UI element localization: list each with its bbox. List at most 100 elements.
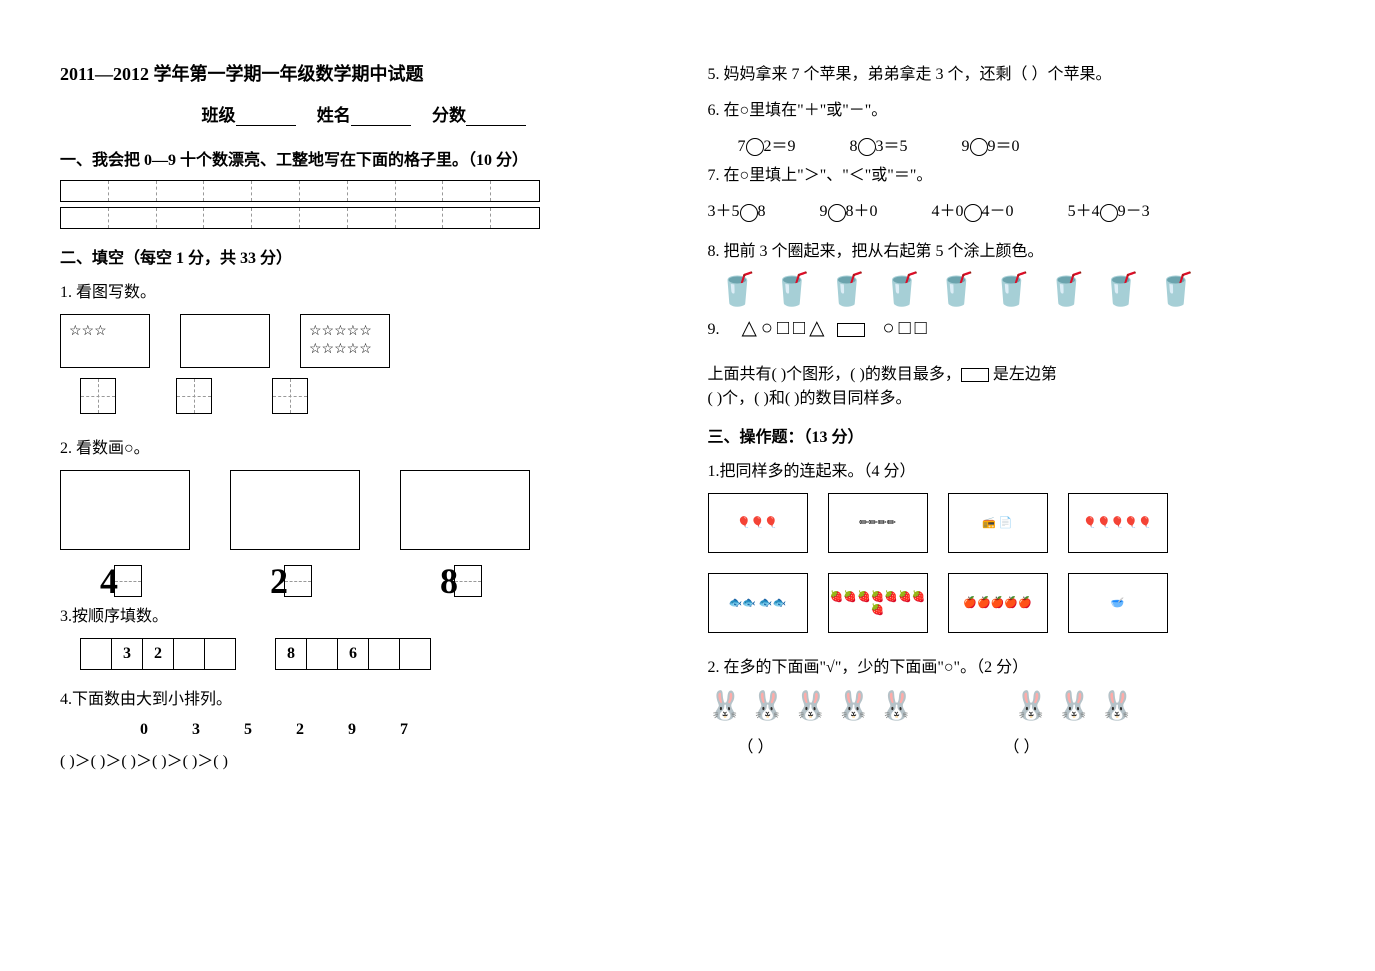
seq-cell: 3 (111, 638, 143, 670)
fill-circle[interactable] (746, 138, 764, 156)
writing-grid-top[interactable] (60, 180, 540, 202)
sort-answer[interactable]: ( )＞( )＞( )＞( )＞( )＞( ) (60, 747, 668, 771)
num-8: 8 (440, 560, 570, 602)
seq-cell[interactable] (399, 638, 431, 670)
star-box-1: ☆☆☆ (60, 314, 150, 368)
match-box[interactable]: 🐟🐟 🐟🐟 (708, 573, 808, 633)
star-box-2 (180, 314, 270, 368)
match-box[interactable]: 🍎🍎🍎🍎🍎 (948, 573, 1048, 633)
q4-label: 4.下面数由大到小排列。 (60, 685, 668, 709)
q5: 5. 妈妈拿来 7 个苹果，弟弟拿走 3 个，还剩（ ）个苹果。 (708, 60, 1316, 84)
cups-row[interactable]: 🥤 🥤 🥤 🥤 🥤 🥤 🥤 🥤 🥤 (718, 273, 1316, 305)
q2-label: 2. 看数画○。 (60, 434, 668, 458)
q9: 9. △○□□△ ○□□ (708, 315, 1316, 340)
match-box[interactable]: 🎈🎈🎈 (708, 493, 808, 553)
section1-title: 一、我会把 0—9 十个数漂亮、工整地写在下面的格子里。（10 分） (60, 146, 668, 170)
fill-circle[interactable] (828, 204, 846, 222)
seq-cell[interactable] (80, 638, 112, 670)
compare-row: 🐰 🐰 🐰 🐰 🐰 🐰 🐰 🐰 (708, 689, 1316, 723)
seq-cell[interactable] (368, 638, 400, 670)
cup-icon: 🥤 (718, 273, 758, 305)
seq-cell[interactable] (204, 638, 236, 670)
rabbit-icon: 🐰 (793, 689, 828, 723)
answer-cell-3[interactable] (272, 378, 308, 414)
star-boxes: ☆☆☆ ☆☆☆☆☆ ☆☆☆☆☆ (60, 314, 668, 368)
class-label: 班级 (202, 106, 236, 125)
shapes-group-2: ○□□ (883, 317, 931, 339)
seq-row-1: 3 2 8 6 (80, 638, 668, 670)
q7-equations: 3＋58 98＋0 4＋04－0 5＋49－3 (708, 197, 1316, 221)
rabbit-icon: 🐰 (708, 689, 743, 723)
sort-numbers: 0 3 5 2 9 7 (140, 721, 668, 739)
rabbit-icon: 🐰 (879, 689, 914, 723)
match-box[interactable]: 🎈🎈🎈🎈🎈 (1068, 493, 1168, 553)
fill-circle[interactable] (740, 204, 758, 222)
rectangle-icon (961, 368, 989, 382)
student-info: 班级 姓名 分数 (60, 101, 668, 126)
shapes-group-1: △○□□△ (742, 317, 829, 339)
rabbit-icon: 🐰 (1014, 689, 1049, 723)
rabbit-icon: 🐰 (836, 689, 871, 723)
rabbit-icon: 🐰 (1100, 689, 1135, 723)
q1-label: 1. 看图写数。 (60, 278, 668, 302)
name-blank[interactable] (351, 108, 411, 126)
q6-label: 6. 在○里填在"＋"或"－"。 (708, 96, 1316, 120)
match-row-top: 🎈🎈🎈 ✏✏✏✏ 📻 📄 🎈🎈🎈🎈🎈 (708, 493, 1316, 553)
seq-cell[interactable] (306, 638, 338, 670)
match-box[interactable]: 🍓🍓🍓🍓🍓🍓🍓🍓 (828, 573, 928, 633)
match-row-bottom: 🐟🐟 🐟🐟 🍓🍓🍓🍓🍓🍓🍓🍓 🍎🍎🍎🍎🍎 🥣 (708, 573, 1316, 633)
rabbit-group-1: 🐰 🐰 🐰 🐰 🐰 (708, 689, 914, 723)
cup-icon: 🥤 (772, 273, 812, 305)
name-label: 姓名 (317, 106, 351, 125)
match-box[interactable]: ✏✏✏✏ (828, 493, 928, 553)
cup-icon: 🥤 (1047, 273, 1087, 305)
match-box[interactable]: 📻 📄 (948, 493, 1048, 553)
q9-text2: ( )个，( )和( )的数目同样多。 (708, 384, 1316, 408)
draw-box-1[interactable] (60, 470, 190, 550)
paren-2[interactable]: （ ） (1004, 733, 1040, 757)
rabbit-group-2: 🐰 🐰 🐰 (1014, 689, 1135, 723)
seq-cell: 2 (142, 638, 174, 670)
num-4: 4 (100, 560, 230, 602)
section3-title: 三、操作题：（13 分） (708, 423, 1316, 447)
fill-circle[interactable] (970, 138, 988, 156)
number-labels: 4 2 8 (100, 560, 668, 602)
q3-label: 3.按顺序填数。 (60, 602, 668, 626)
match-box[interactable]: 🥣 (1068, 573, 1168, 633)
cup-icon: 🥤 (1101, 273, 1141, 305)
seq-cell: 8 (275, 638, 307, 670)
paren-1[interactable]: （ ） (738, 733, 774, 757)
s3q1-label: 1.把同样多的连起来。（4 分） (708, 457, 1316, 481)
answer-cell-1[interactable] (80, 378, 116, 414)
cup-icon: 🥤 (1156, 273, 1196, 305)
cup-icon: 🥤 (827, 273, 867, 305)
paren-row: （ ） （ ） (738, 733, 1316, 757)
seq-cell[interactable] (173, 638, 205, 670)
fill-circle[interactable] (1100, 204, 1118, 222)
score-blank[interactable] (466, 108, 526, 126)
draw-circle-boxes (60, 470, 668, 550)
draw-box-2[interactable] (230, 470, 360, 550)
rabbit-icon: 🐰 (1057, 689, 1092, 723)
class-blank[interactable] (236, 108, 296, 126)
fill-circle[interactable] (858, 138, 876, 156)
cup-icon: 🥤 (882, 273, 922, 305)
right-column: 5. 妈妈拿来 7 个苹果，弟弟拿走 3 个，还剩（ ）个苹果。 6. 在○里填… (688, 60, 1336, 911)
rectangle-icon (837, 323, 865, 337)
score-label: 分数 (432, 106, 466, 125)
draw-box-3[interactable] (400, 470, 530, 550)
answer-cells (80, 378, 668, 414)
seq-cell: 6 (337, 638, 369, 670)
q8-label: 8. 把前 3 个圈起来，把从右起第 5 个涂上颜色。 (708, 237, 1316, 261)
s3q2-label: 2. 在多的下面画"√"，少的下面画"○"。（2 分） (708, 653, 1316, 677)
answer-cell-2[interactable] (176, 378, 212, 414)
cup-icon: 🥤 (937, 273, 977, 305)
writing-grid-bottom[interactable] (60, 207, 540, 229)
left-column: 2011—2012 学年第一学期一年级数学期中试题 班级 姓名 分数 一、我会把… (40, 60, 688, 911)
num-2: 2 (270, 560, 400, 602)
fill-circle[interactable] (964, 204, 982, 222)
cup-icon: 🥤 (992, 273, 1032, 305)
q9-text: 上面共有( )个图形，( )的数目最多， 是左边第 (708, 360, 1316, 384)
exam-title: 2011—2012 学年第一学期一年级数学期中试题 (60, 60, 668, 86)
star-box-3: ☆☆☆☆☆ ☆☆☆☆☆ (300, 314, 390, 368)
